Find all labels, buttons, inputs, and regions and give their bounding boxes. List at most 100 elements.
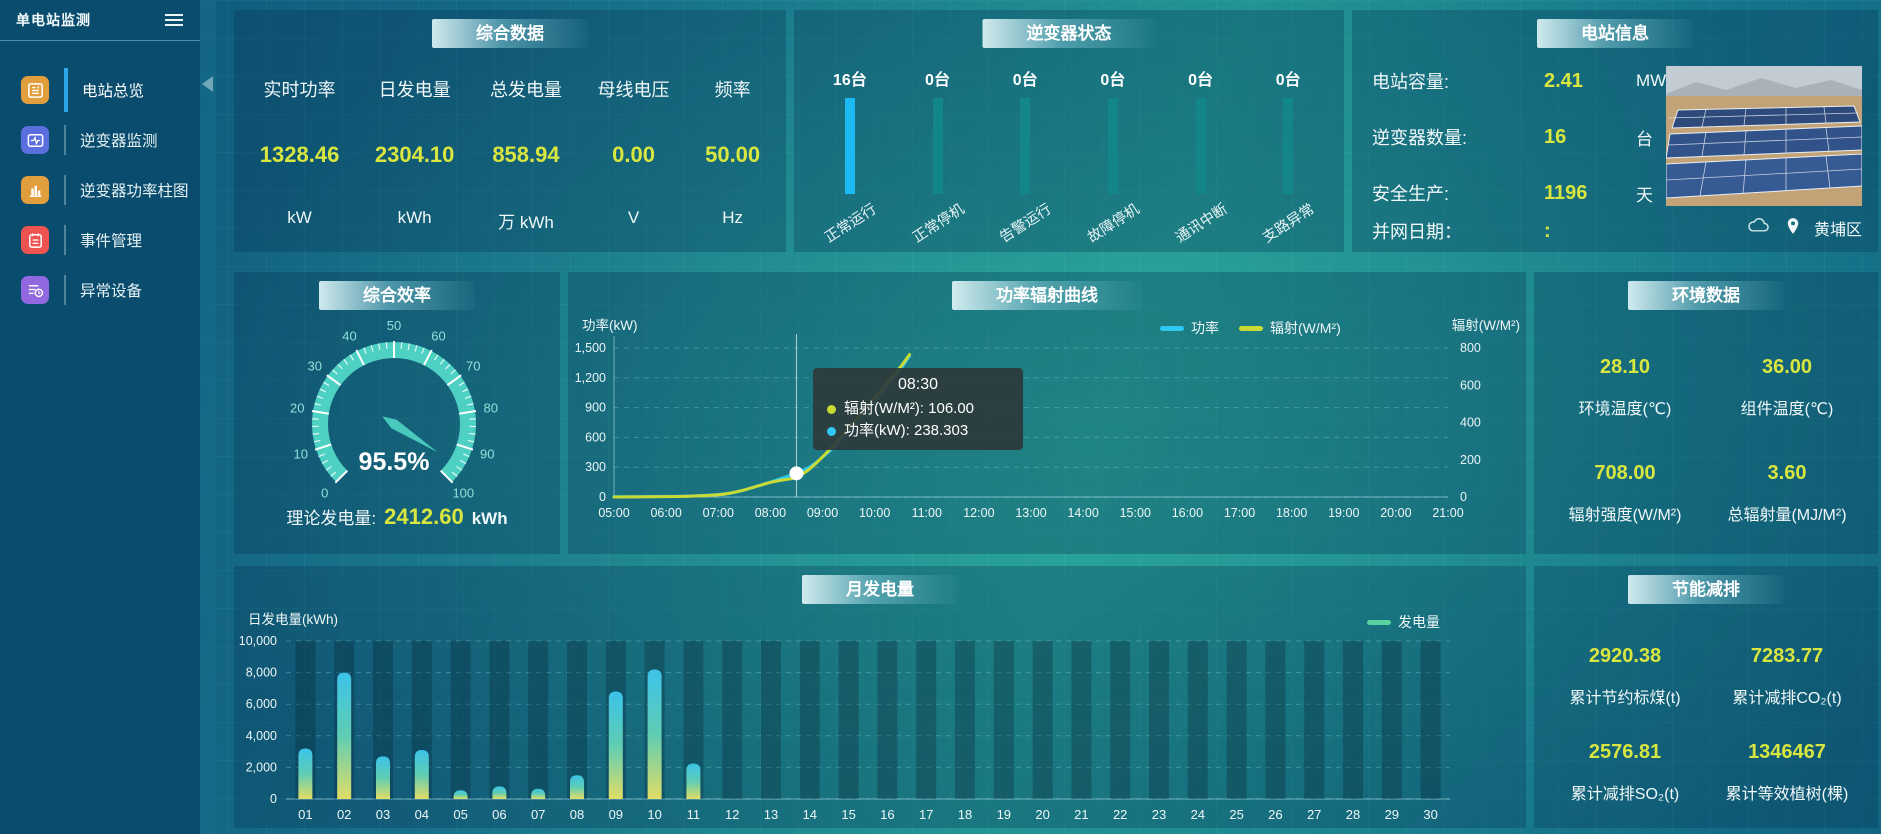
sidebar-item-label: 事件管理 — [80, 233, 143, 250]
sidebar-item-inverter-power[interactable]: 逆变器功率柱图 — [0, 165, 200, 215]
svg-text:07: 07 — [531, 807, 545, 822]
metric-value: 2304.10 — [374, 142, 455, 167]
svg-text:600: 600 — [585, 430, 606, 444]
tooltip-row: 功率(kW): 238.303 — [827, 420, 1009, 442]
env-ambient-temp: 28.10 环境温度(℃) — [1544, 334, 1706, 440]
stat-label: 辐射强度(W/M²) — [1568, 506, 1682, 524]
tooltip-time: 08:30 — [897, 376, 939, 393]
stat-value: 7283.77 — [1750, 644, 1824, 667]
environment-grid: 28.10 环境温度(℃) 36.00 组件温度(℃) 708.00 辐射强度(… — [1544, 334, 1868, 546]
svg-text:0: 0 — [270, 792, 277, 806]
svg-text:0: 0 — [321, 485, 328, 500]
metric-label: 总发电量 — [489, 80, 562, 100]
metric-unit: 万 kWh — [498, 213, 554, 232]
stat-label: 组件温度(℃) — [1740, 400, 1834, 418]
svg-text:12: 12 — [725, 807, 739, 822]
sidebar-item-abnormal-device[interactable]: 异常设备 — [0, 265, 200, 315]
weather-cloud-icon[interactable] — [1746, 217, 1772, 239]
inverter-status-通讯中断: 0台 通讯中断 — [1157, 10, 1245, 252]
sidebar-item-overview[interactable]: 电站总览 — [0, 65, 200, 115]
sidebar-item-indicator — [64, 225, 66, 255]
legend-item-发电量[interactable]: 发电量 — [1367, 612, 1440, 632]
svg-text:09:00: 09:00 — [807, 506, 838, 520]
svg-text:10: 10 — [647, 807, 661, 822]
monthly-generation-chart: 0 2,000 4,000 6,000 8,000 10,000 日发电量(kWh) 01 02… — [239, 612, 1450, 822]
svg-text:20:00: 20:00 — [1380, 506, 1411, 520]
status-bar — [932, 98, 943, 194]
svg-text:10:00: 10:00 — [859, 506, 890, 520]
metric-value: 1328.46 — [259, 142, 340, 167]
status-label: 告警运行 — [997, 201, 1055, 247]
svg-text:15:00: 15:00 — [1120, 506, 1151, 520]
svg-text:30: 30 — [1423, 807, 1437, 822]
svg-text:1,200: 1,200 — [575, 371, 606, 385]
stat-value: 2576.81 — [1588, 740, 1662, 763]
status-bar — [1283, 98, 1294, 194]
inverter-status-正常运行: 16台 正常运行 — [806, 10, 894, 252]
svg-text:日发电量(kWh): 日发电量(kWh) — [248, 612, 338, 627]
tooltip-series-dot — [827, 426, 836, 436]
info-label: 安全生产: — [1372, 184, 1450, 204]
panel-environment-title: 环境数据 — [1628, 281, 1784, 310]
metric-label: 母线电压 — [597, 80, 670, 100]
svg-text:300: 300 — [585, 460, 606, 474]
svg-text:08:00: 08:00 — [755, 506, 786, 520]
status-label: 正常运行 — [821, 201, 880, 247]
info-label: 并网日期： — [1372, 222, 1462, 242]
event-icon — [21, 226, 49, 254]
sidebar-item-inverter-monitor[interactable]: 逆变器监测 — [0, 115, 200, 165]
svg-text:01: 01 — [298, 807, 312, 822]
svg-text:08: 08 — [570, 807, 584, 822]
status-count: 0台 — [1100, 72, 1126, 89]
info-unit: MW — [1636, 71, 1667, 90]
legend-item-辐射(W/M²)[interactable]: 辐射(W/M²) — [1239, 318, 1341, 338]
info-label: 逆变器数量: — [1372, 128, 1468, 148]
panel-inverter-status: 逆变器状态 16台 正常运行 0台 正常停机 0台 告警运行 0台 故障停机 0台 通讯中断 0台支… — [794, 10, 1344, 252]
stat-value: 708.00 — [1594, 461, 1656, 484]
location-pin-icon[interactable] — [1786, 217, 1800, 240]
saving-coal: 2920.38 累计节约标煤(t) — [1544, 628, 1706, 724]
status-bar — [1020, 98, 1031, 194]
summary-metrics: 实时功率 1328.46 kW 日发电量 2304.10 kWh 总发电量 85… — [242, 56, 778, 233]
svg-text:800: 800 — [1460, 341, 1481, 355]
sidebar-header: 单电站监测 — [0, 0, 200, 41]
svg-text:0: 0 — [599, 490, 606, 504]
metric-unit: kW — [287, 208, 312, 227]
energy-saving-grid: 2920.38 累计节约标煤(t) 7283.77 累计减排CO₂(t) 257… — [1544, 628, 1868, 820]
info-label: 电站容量: — [1372, 72, 1450, 92]
svg-text:05: 05 — [453, 807, 467, 822]
env-module-temp: 36.00 组件温度(℃) — [1706, 334, 1868, 440]
status-label: 支路异常 — [1260, 201, 1318, 247]
metric-daily-energy: 日发电量 2304.10 kWh — [375, 56, 455, 233]
theoretical-generation-row: 理论发电量: 2412.60 kWh — [234, 504, 560, 530]
theoretical-generation-label: 理论发电量: — [286, 509, 377, 528]
theoretical-generation-unit: kWh — [471, 509, 508, 528]
sidebar-menu: 电站总览 逆变器监测 逆变器功率柱图事件管理异常设备 — [0, 41, 200, 315]
status-count: 0台 — [1012, 72, 1038, 89]
env-radiation-intensity: 708.00 辐射强度(W/M²) — [1544, 440, 1706, 546]
svg-text:25: 25 — [1229, 807, 1243, 822]
svg-text:95.5%: 95.5% — [359, 448, 430, 476]
status-count: 0台 — [925, 72, 950, 89]
stat-value: 28.10 — [1599, 355, 1651, 378]
svg-text:12:00: 12:00 — [963, 506, 994, 520]
status-count: 0台 — [1275, 72, 1301, 89]
tooltip-row: 辐射(W/M²): 106.00 — [827, 398, 1009, 420]
info-value: : — [1544, 219, 1551, 242]
svg-text:11: 11 — [687, 807, 701, 822]
panel-summary-title: 综合数据 — [432, 19, 588, 48]
sidebar-item-event-management[interactable]: 事件管理 — [0, 215, 200, 265]
sidebar-collapse-icon[interactable] — [202, 76, 213, 92]
stat-label: 累计等效植树(棵) — [1725, 785, 1849, 803]
monitor-icon — [21, 126, 49, 154]
status-bar — [1195, 98, 1206, 194]
legend-item-功率[interactable]: 功率 — [1160, 318, 1219, 338]
status-bar — [1107, 98, 1118, 194]
inverter-status-bars: 16台 正常运行 0台 正常停机 0台 告警运行 0台 故障停机 0台 通讯中断 0台 支路异常 — [806, 10, 1332, 252]
legend-swatch — [1160, 325, 1184, 331]
menu-toggle-icon[interactable] — [162, 11, 186, 29]
panel-efficiency-title: 综合效率 — [319, 281, 475, 310]
sidebar-item-indicator — [64, 125, 66, 155]
sidebar-item-indicator — [64, 175, 66, 205]
svg-text:1,500: 1,500 — [575, 341, 606, 355]
